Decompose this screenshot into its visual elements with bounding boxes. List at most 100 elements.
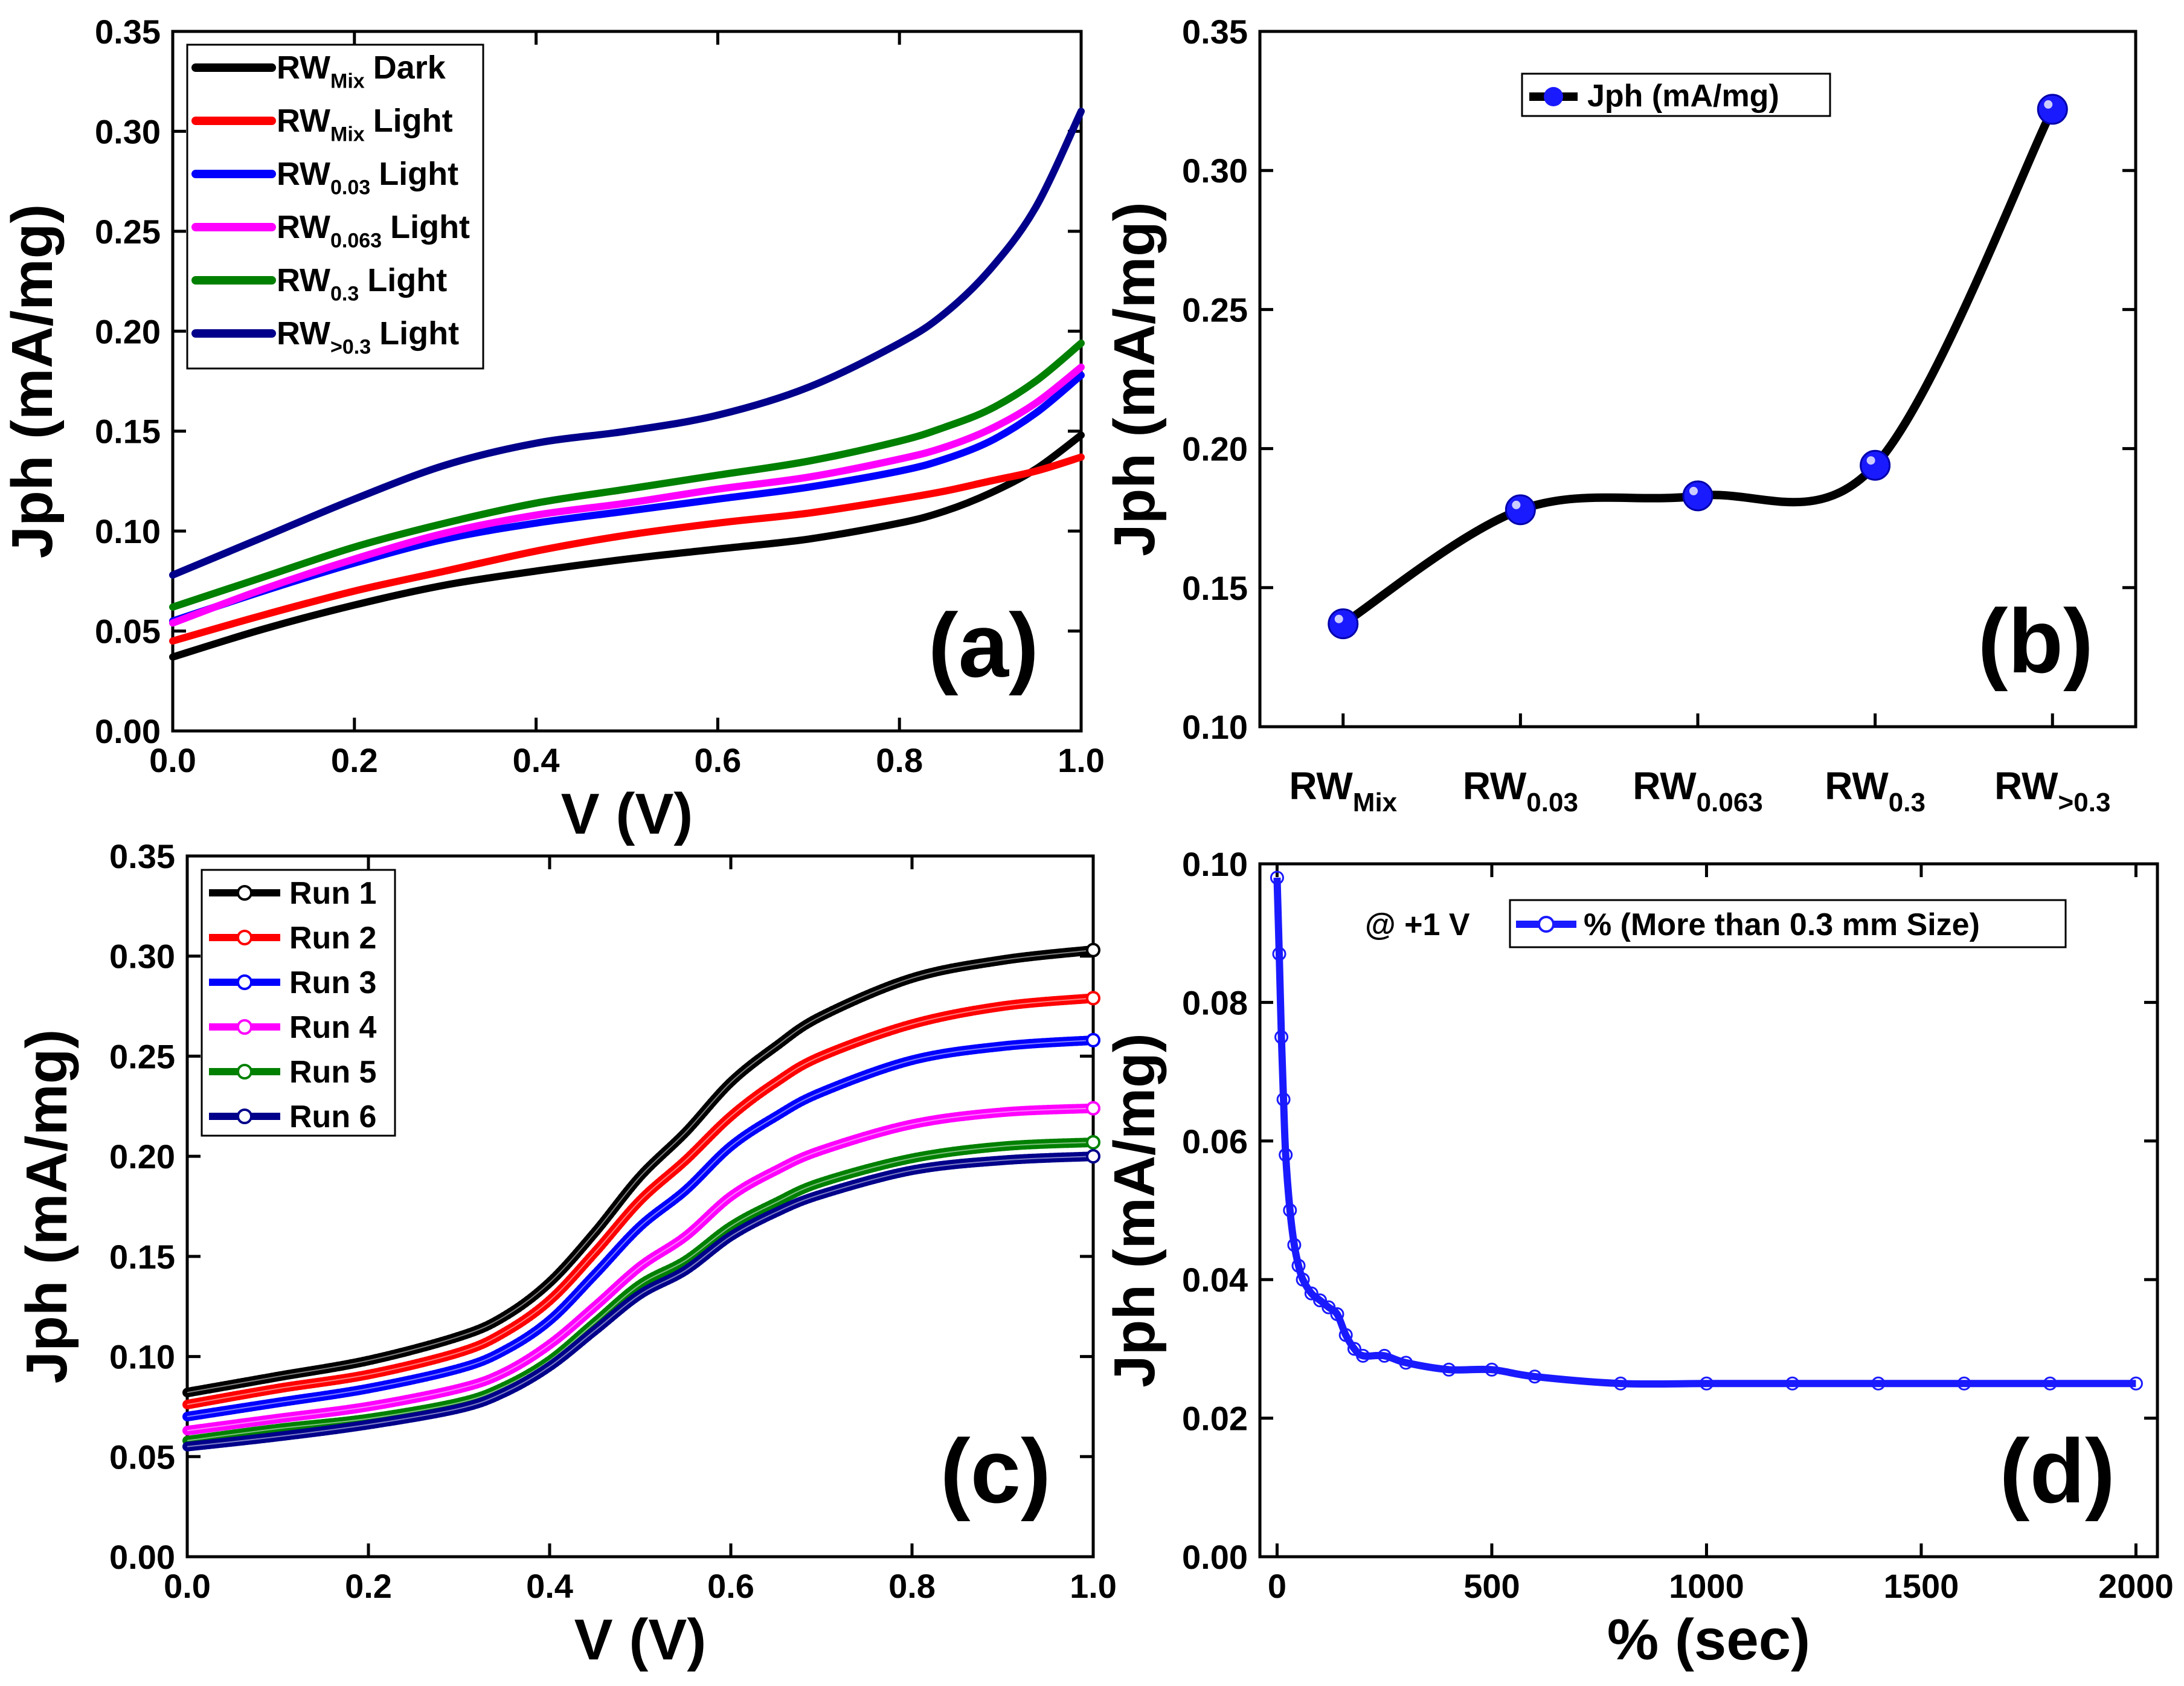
end-marker	[1086, 942, 1100, 957]
data-point	[1356, 1348, 1370, 1363]
data-point-highlight	[1866, 456, 1875, 465]
legend-item-base: RW	[277, 262, 330, 298]
data-point	[1957, 1376, 1971, 1391]
x-category-label-sub: Mix	[1353, 788, 1398, 817]
x-tick-label: 1.0	[1058, 741, 1105, 779]
x-category-label: RW0.3	[1825, 764, 1925, 817]
series-line-hatch	[187, 1039, 1094, 1417]
series-line-hatch	[187, 1156, 1094, 1447]
y-axis-title: Jph (mA/mg)	[0, 204, 65, 559]
series-1	[169, 431, 1085, 661]
data-point	[1287, 1238, 1302, 1252]
x-tick-label: 0.8	[888, 1567, 936, 1605]
legend-item: Run 4	[289, 1010, 377, 1045]
y-tick-label: 0.25	[109, 1037, 175, 1075]
legend-item: RWMix Light	[277, 103, 453, 146]
data-point	[1527, 1369, 1542, 1384]
series-line-hatch	[187, 997, 1094, 1406]
data-point-highlight	[1689, 486, 1698, 495]
x-tick-label: 0.4	[526, 1567, 573, 1605]
data-point	[1505, 494, 1536, 526]
x-axis-title: % (sec)	[1607, 1607, 1810, 1672]
data-point	[1613, 1376, 1628, 1391]
data-point	[1785, 1376, 1800, 1391]
y-tick-label: 0.35	[109, 837, 175, 875]
data-point	[1485, 1362, 1499, 1377]
x-tick-label: 0.8	[876, 741, 923, 779]
data-point-highlight	[1334, 614, 1343, 623]
legend-item: Run 1	[289, 876, 376, 911]
legend-item: Run 5	[289, 1055, 376, 1090]
legend-box	[1509, 899, 2067, 948]
y-tick-label: 0.10	[95, 512, 161, 550]
y-tick-label: 0.25	[95, 213, 161, 251]
legend-item-base: RW	[277, 156, 330, 192]
x-tick-label: 1500	[1884, 1567, 1959, 1605]
legend-item-tail: Dark	[373, 50, 446, 86]
series-5	[182, 1134, 1100, 1446]
x-tick-label: 0.0	[149, 741, 196, 779]
data-point	[1699, 1376, 1713, 1391]
legend-marker	[1538, 916, 1555, 933]
y-tick-label: 0.02	[1182, 1400, 1248, 1438]
legend-item-base: RW	[277, 50, 330, 86]
y-tick-label: 0.20	[1182, 430, 1248, 468]
legend-item: Jph (mA/mg)	[1587, 79, 1779, 114]
y-tick-label: 0.35	[1182, 13, 1248, 51]
legend-item: RW0.3 Light	[277, 262, 447, 305]
data-point	[1860, 449, 1891, 481]
series-5	[169, 339, 1085, 611]
x-tick-label: 0.2	[345, 1567, 392, 1605]
data-point	[1270, 870, 1284, 885]
y-tick-label: 0.20	[95, 312, 161, 350]
y-tick-label: 0.15	[1182, 569, 1248, 607]
series-2	[169, 453, 1085, 645]
x-axis-title: V (V)	[574, 1607, 707, 1672]
chart-panel-d: 0.00 0.02 0.04 0.06 0.08 0.10 0 500 1000 1500 2000…	[1102, 845, 2174, 1672]
y-tick-label: 0.30	[109, 938, 175, 976]
legend-item: % (More than 0.3 mm Size)	[1584, 907, 1980, 942]
y-tick-label: 0.10	[1182, 708, 1248, 746]
plot-frame	[1258, 862, 2159, 1559]
x-tick-label: 0.4	[513, 741, 560, 779]
series-line	[169, 372, 1085, 625]
chart-panel-a: 0.00 0.05 0.10 0.15 0.20 0.25 0.30 0.35 0.0 0.2 0.…	[0, 13, 1105, 846]
y-tick-label: 0.10	[109, 1338, 175, 1376]
legend-item-sub: 0.063	[330, 229, 382, 252]
series-line	[169, 453, 1085, 645]
data-point	[1399, 1356, 1413, 1370]
x-tick-label: 1.0	[1070, 1567, 1117, 1605]
data-point	[1313, 1293, 1328, 1308]
legend-item: Run 6	[289, 1099, 376, 1134]
end-marker	[1086, 1101, 1100, 1116]
series-3	[182, 1032, 1100, 1421]
y-tick-label: 0.15	[109, 1238, 175, 1276]
x-axis-title: V (V)	[561, 782, 693, 846]
legend-item-tail: Light	[367, 262, 447, 298]
end-marker	[1086, 1134, 1100, 1150]
legend-item: RW0.063 Light	[277, 209, 470, 252]
data-point	[1291, 1258, 1306, 1273]
legend-marker	[237, 1064, 252, 1079]
y-tick-label: 0.10	[1182, 845, 1248, 883]
series-6	[182, 1149, 1100, 1452]
legend-marker	[237, 885, 252, 901]
legend-item-sub: 0.3	[330, 282, 359, 305]
legend-item: Run 3	[289, 965, 376, 1000]
legend-item-sub: 0.03	[330, 176, 370, 199]
series-3	[169, 372, 1085, 625]
data-point	[1338, 1328, 1353, 1342]
data-point	[1272, 947, 1286, 961]
x-category-label-base: RW	[1633, 764, 1697, 808]
x-tick-label: 0	[1268, 1567, 1286, 1605]
legend-item-base: RW	[277, 315, 330, 352]
legend-item-sub: Mix	[330, 69, 365, 92]
series-line	[169, 363, 1085, 627]
y-tick-label: 0.30	[1182, 152, 1248, 190]
panel-label: (c)	[940, 1420, 1051, 1522]
series-line-hatch	[187, 949, 1094, 1394]
legend-marker	[237, 974, 252, 990]
series-1	[1270, 870, 2143, 1391]
legend-item-tail: Light	[379, 156, 458, 192]
